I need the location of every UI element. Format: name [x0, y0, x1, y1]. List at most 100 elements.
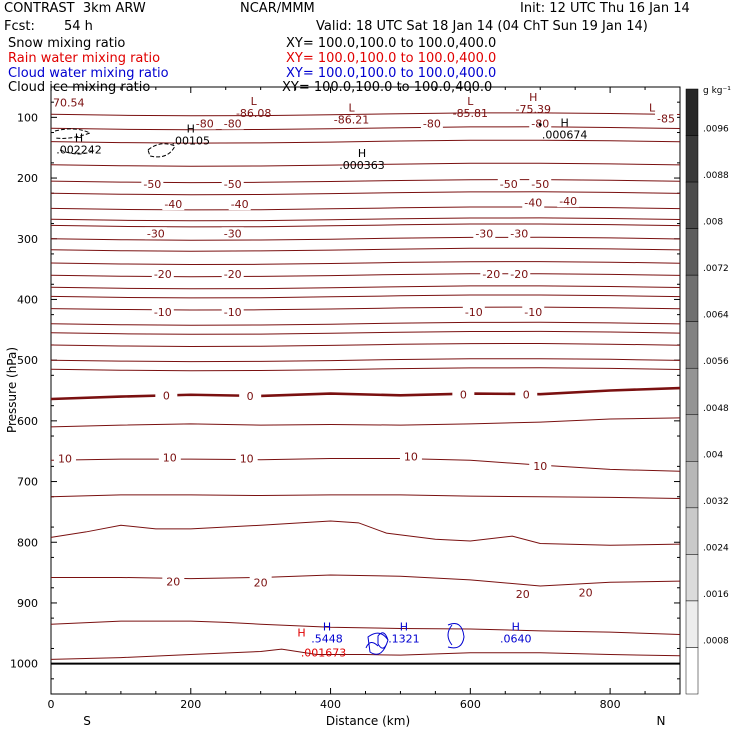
temperature-label: 0 — [247, 390, 254, 403]
isotherm-50 — [51, 574, 681, 587]
temperature-label: -10 — [465, 306, 483, 319]
y-tick-label: 100 — [17, 111, 38, 124]
temperature-label-bg — [508, 267, 531, 280]
cloud-ice-dot — [538, 123, 542, 127]
temperature-label: -10 — [154, 306, 172, 319]
temperature-label-bg — [529, 178, 552, 191]
extremum-value: -86.08 — [236, 107, 271, 120]
temperature-label-bg — [511, 587, 534, 600]
y-tick-label: 1000 — [10, 658, 38, 671]
colorbar-label: .0056 — [703, 357, 729, 367]
temperature-label-bg — [162, 198, 185, 211]
upper-isotherm — [50, 285, 681, 290]
temperature-label: -30 — [475, 227, 493, 240]
temperature-label: 10 — [240, 452, 254, 465]
temperature-label: -30 — [224, 227, 242, 240]
colorbar-label: .0096 — [703, 125, 729, 135]
y-tick-label: 400 — [17, 293, 38, 306]
valid-time: Valid: 18 UTC Sat 18 Jan 14 (04 ChT Sun … — [316, 19, 648, 34]
colorbar-segment — [685, 88, 699, 136]
temperature-label-bg — [574, 586, 597, 599]
x-tick-label: 0 — [48, 698, 55, 711]
x-axis-label: Distance (km) — [326, 714, 410, 728]
temperature-label: -80 — [224, 117, 242, 130]
colorbar-label: .008 — [703, 218, 723, 228]
colorbar-segment — [685, 321, 699, 369]
upper-isotherm — [50, 191, 681, 196]
field-rain-name: Rain water mixing ratio — [8, 51, 161, 66]
y-tick-label: 500 — [17, 354, 38, 367]
x-tick-label: 400 — [320, 698, 341, 711]
temperature-label-bg — [193, 117, 216, 130]
model-center: NCAR/MMM — [240, 1, 315, 16]
temperature-label: -40 — [164, 198, 182, 211]
temperature-label: -85 — [657, 113, 675, 126]
upper-isotherm — [50, 223, 681, 228]
extremum-value: .000363 — [339, 159, 385, 172]
temperature-label: -50 — [224, 178, 242, 191]
temperature-label-bg — [53, 452, 76, 465]
upper-isotherm — [50, 294, 681, 299]
extremum-marker: H — [187, 123, 195, 136]
temperature-label-bg — [522, 196, 545, 209]
init-time: Init: 12 UTC Thu 16 Jan 14 — [520, 1, 690, 16]
isotherm-40 — [50, 520, 681, 546]
upper-isotherm — [50, 261, 681, 266]
temperature-label-bg — [151, 267, 174, 280]
colorbar-segment — [685, 274, 699, 322]
extremum-marker: L — [251, 95, 258, 108]
upper-isotherm — [50, 139, 681, 144]
field-cloud-water-xy: XY= 100.0,100.0 to 100.0,400.0 — [286, 66, 497, 81]
temperature-label: 0 — [523, 389, 530, 402]
temperature-label: -80 — [196, 117, 214, 130]
extremum-marker: L — [467, 95, 474, 108]
cloud-water-marker: H — [323, 621, 331, 634]
temperature-label-bg — [141, 178, 164, 191]
temperature-label-bg — [144, 227, 167, 240]
temperature-label: -50 — [143, 178, 161, 191]
temperature-label-bg — [462, 306, 485, 319]
endpoint-right-label: N — [657, 714, 666, 728]
extremum-marker: H — [561, 116, 569, 129]
field-cloud-water-name: Cloud water mixing ratio — [8, 66, 169, 81]
upper-isotherm — [50, 273, 681, 278]
temperature-label: 10 — [58, 452, 72, 465]
upper-isotherm — [50, 367, 681, 372]
isotherm-30 — [50, 494, 681, 500]
temperature-label-bg — [399, 450, 422, 463]
temperature-label: 0 — [163, 389, 170, 402]
upper-isotherm — [50, 306, 681, 311]
y-tick-label: 600 — [17, 415, 38, 428]
temperature-label-bg — [221, 227, 244, 240]
colorbar-unit: g kg⁻¹ — [703, 86, 731, 96]
colorbar-label: .0048 — [703, 404, 729, 414]
upper-isotherm — [50, 217, 681, 222]
y-tick-label: 700 — [17, 476, 38, 489]
upper-isotherm — [50, 321, 681, 326]
temperature-label: 10 — [163, 451, 177, 464]
chart-title: CONTRAST 3km ARW — [4, 1, 146, 16]
temperature-label: 10 — [404, 451, 418, 464]
temperature-label-bg — [239, 389, 262, 402]
colorbar-label: .0032 — [703, 497, 729, 507]
extremum-marker: H — [75, 132, 83, 145]
temperature-label-bg — [529, 459, 552, 472]
temperature-label: -40 — [524, 196, 542, 209]
isotherm-20 — [50, 457, 681, 472]
temperature-label-bg — [420, 117, 443, 130]
colorbar-label: .0064 — [703, 311, 729, 321]
endpoint-left-label: S — [83, 714, 91, 728]
extremum-marker: L — [649, 101, 656, 114]
temperature-label: 10 — [533, 460, 547, 473]
temperature-label-bg — [228, 198, 251, 211]
temperature-label-bg — [155, 389, 178, 402]
y-axis-label: Pressure (hPa) — [5, 347, 19, 433]
temperature-label: 20 — [166, 576, 180, 589]
colorbar-segment — [685, 647, 699, 695]
temperature-label-bg — [235, 452, 258, 465]
colorbar-label: .0016 — [703, 590, 729, 600]
field-rain-xy: XY= 100.0,100.0 to 100.0,400.0 — [286, 51, 497, 66]
temperature-label-bg — [162, 575, 185, 588]
temperature-label-bg — [497, 178, 520, 191]
isotherm-70 — [50, 648, 681, 660]
